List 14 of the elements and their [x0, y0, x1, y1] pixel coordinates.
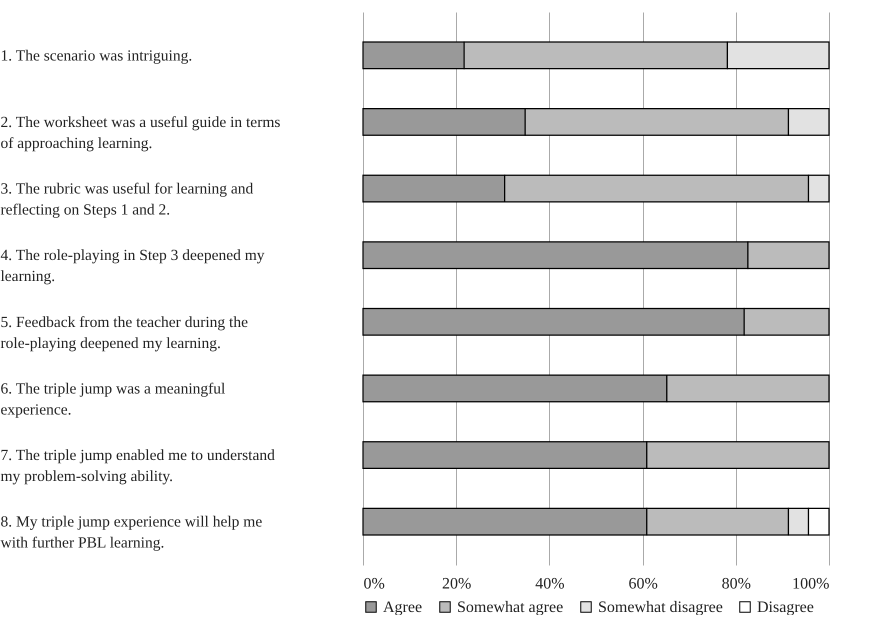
y-tick-label: 1. The scenario was intriguing. — [0, 47, 192, 64]
y-tick-label: 8. My triple jump experience will help me with further PBL learning. — [0, 514, 262, 552]
y-tick-label: 4. The role-playing in Step 3 deepened my learning. — [0, 247, 265, 286]
y-tick-label: 6. The triple jump was a meaningful experience. — [0, 380, 226, 418]
y-tick-label: 5. Feedback from the teacher during the role-playing deepened my learning. — [0, 314, 248, 352]
y-tick-label: 2. The worksheet was a useful guide in terms of approaching learning. — [0, 114, 280, 152]
x-tick-label: 0% — [364, 576, 385, 592]
y-tick-label: 3. The rubric was useful for learning and reflecting on Steps 1 and 2. — [0, 180, 254, 219]
x-tick-label: 20% — [442, 576, 472, 592]
x-tick-label: 60% — [628, 576, 658, 592]
x-tick-label: 80% — [722, 576, 751, 592]
x-tick-label: 100% — [792, 576, 830, 592]
y-tick-label: 7. The triple jump enabled me to understand my problem-solving ability. — [0, 447, 276, 486]
x-tick-label: 40% — [535, 576, 565, 592]
